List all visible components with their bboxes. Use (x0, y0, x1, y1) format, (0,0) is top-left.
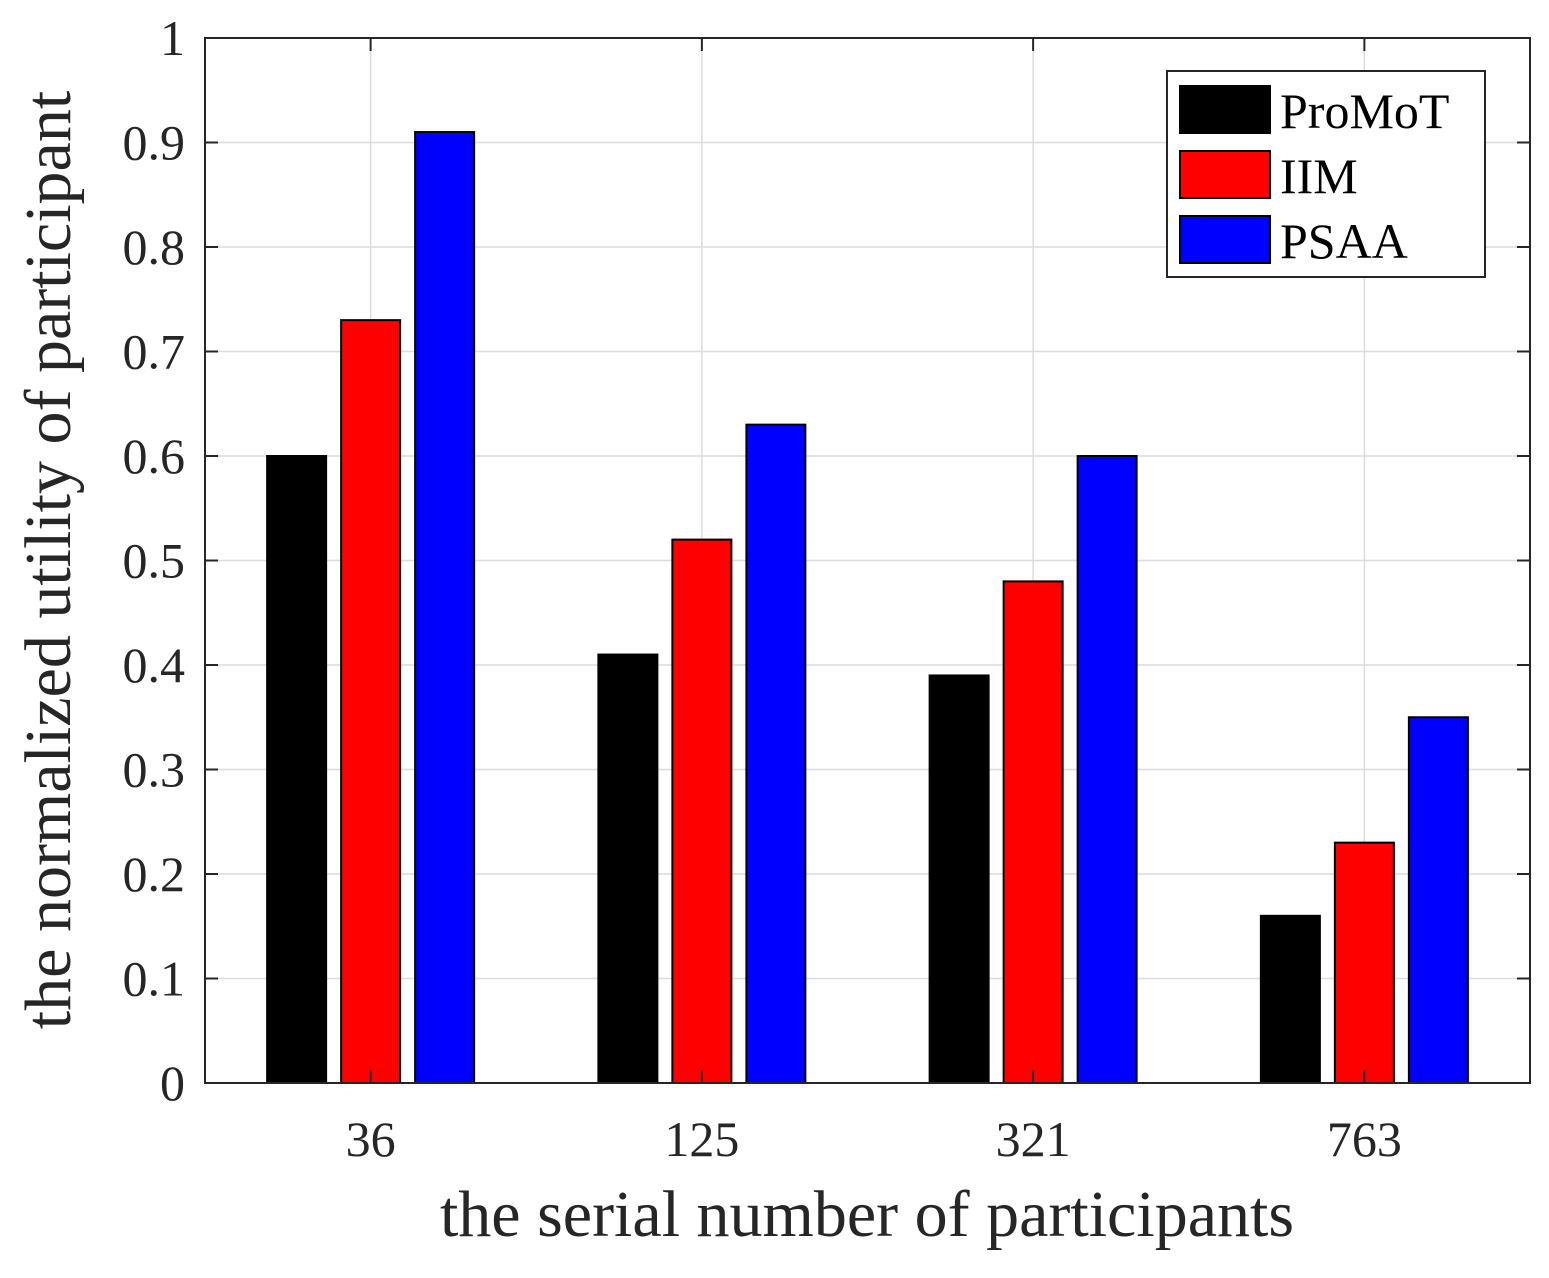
bar-promot-125 (597, 653, 659, 1084)
y-tick-label: 0.5 (123, 533, 186, 589)
axes (204, 37, 1531, 1084)
bars (266, 131, 1469, 1085)
y-tick-label: 0.3 (123, 742, 186, 798)
y-tick-label: 0.7 (123, 324, 186, 380)
bar-promot-36 (266, 455, 328, 1084)
x-tick-label: 36 (346, 1111, 396, 1167)
y-tick-label: 0.2 (123, 846, 186, 902)
y-tick-label: 1 (160, 10, 185, 66)
x-tick-label: 125 (664, 1111, 739, 1167)
legend: ProMoT IIM PSAA (1166, 70, 1486, 278)
bar-psaa-321 (1076, 455, 1138, 1084)
tick-labels: 0 0.1 0.2 0.3 0.4 0.5 0.6 0.7 0.8 0.9 1 36 125 321 763 (123, 10, 1402, 1167)
x-tick-label: 321 (996, 1111, 1071, 1167)
x-axis-title: the serial number of participants (440, 1178, 1294, 1251)
legend-label-promot: ProMoT (1280, 83, 1449, 139)
bar-psaa-36 (414, 131, 476, 1085)
y-tick-label: 0.9 (123, 115, 186, 171)
bar-promot-763 (1259, 914, 1321, 1084)
plot-frame (204, 37, 1531, 1084)
legend-swatch-iim (1179, 150, 1271, 199)
bar-iim-125 (671, 538, 733, 1084)
y-axis-title: the normalized utility of participant (12, 91, 85, 1029)
bar-iim-321 (1002, 580, 1064, 1085)
bar-iim-36 (340, 319, 402, 1084)
legend-swatch-psaa (1179, 215, 1271, 264)
legend-swatch-promot (1179, 85, 1271, 134)
y-tick-label: 0.4 (123, 637, 186, 693)
y-tick-label: 0.6 (123, 428, 186, 484)
bar-psaa-763 (1407, 716, 1469, 1084)
x-tick-label: 763 (1327, 1111, 1402, 1167)
y-tick-label: 0 (160, 1055, 185, 1111)
bar-promot-321 (928, 674, 990, 1084)
legend-label-iim: IIM (1280, 148, 1358, 204)
y-tick-label: 0.8 (123, 219, 186, 275)
bar-psaa-125 (745, 423, 807, 1084)
bar-iim-763 (1333, 841, 1395, 1085)
y-tick-label: 0.1 (123, 951, 186, 1007)
legend-label-psaa: PSAA (1280, 213, 1408, 269)
